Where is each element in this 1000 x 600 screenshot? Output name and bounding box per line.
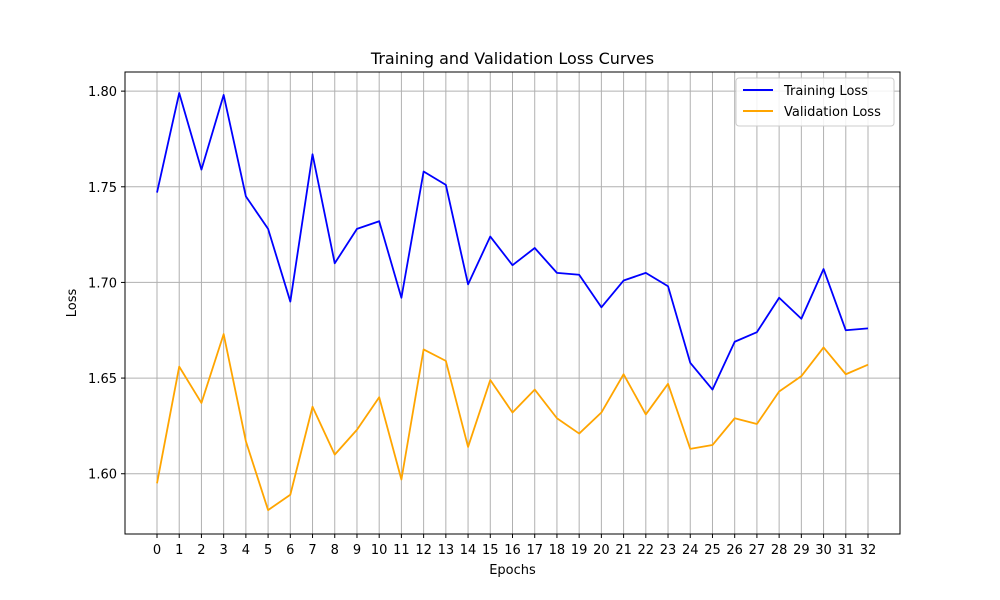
x-tick-label: 0 [153, 543, 161, 558]
y-tick-label: 1.70 [88, 276, 117, 291]
x-tick-label: 20 [593, 543, 610, 558]
x-tick-label: 22 [638, 543, 655, 558]
x-tick-label: 14 [460, 543, 477, 558]
x-tick-label: 25 [704, 543, 721, 558]
x-tick-label: 27 [749, 543, 766, 558]
training-loss-line [156, 92, 869, 391]
x-tick-label: 6 [286, 543, 294, 558]
x-tick-label: 31 [838, 543, 855, 558]
x-tick-label: 12 [415, 543, 432, 558]
x-tick-label: 28 [771, 543, 788, 558]
legend: Training Loss Validation Loss [735, 77, 895, 127]
y-axis-ticks: 1.60 1.65 1.70 1.75 1.80 [88, 85, 125, 483]
x-tick-label: 3 [220, 543, 228, 558]
x-tick-label: 24 [682, 543, 699, 558]
x-tick-label: 4 [242, 543, 250, 558]
x-tick-label: 32 [860, 543, 877, 558]
x-tick-label: 9 [353, 543, 361, 558]
x-tick-label: 5 [264, 543, 272, 558]
x-tick-label: 13 [438, 543, 455, 558]
x-tick-label: 11 [393, 543, 410, 558]
y-tick-label: 1.60 [88, 468, 117, 483]
x-tick-label: 17 [526, 543, 543, 558]
x-tick-label: 15 [482, 543, 499, 558]
x-tick-label: 23 [660, 543, 677, 558]
x-tick-label: 1 [175, 543, 183, 558]
x-tick-label: 29 [793, 543, 810, 558]
x-tick-label: 18 [549, 543, 566, 558]
x-tick-label: 30 [815, 543, 832, 558]
legend-box [735, 77, 895, 127]
x-tick-label: 16 [504, 543, 521, 558]
x-tick-label: 8 [331, 543, 339, 558]
chart-title: Training and Validation Loss Curves [370, 49, 654, 68]
y-tick-label: 1.80 [88, 85, 117, 100]
x-axis-ticks: 0 1 2 3 4 5 6 7 8 9 10 11 12 13 14 15 16 17 18 19 20 21 22 23 24… [153, 534, 876, 558]
y-tick-label: 1.65 [88, 372, 117, 387]
x-axis-label: Epochs [489, 563, 536, 578]
validation-loss-line [156, 333, 869, 511]
y-tick-label: 1.75 [88, 181, 117, 196]
legend-label-training: Training Loss [783, 84, 868, 99]
x-tick-label: 10 [371, 543, 388, 558]
x-tick-label: 7 [308, 543, 316, 558]
legend-label-validation: Validation Loss [784, 105, 881, 120]
series-lines [156, 92, 869, 511]
y-axis-label: Loss [65, 289, 80, 318]
x-tick-label: 21 [615, 543, 632, 558]
x-tick-label: 26 [726, 543, 743, 558]
x-tick-label: 19 [571, 543, 588, 558]
x-tick-label: 2 [197, 543, 205, 558]
